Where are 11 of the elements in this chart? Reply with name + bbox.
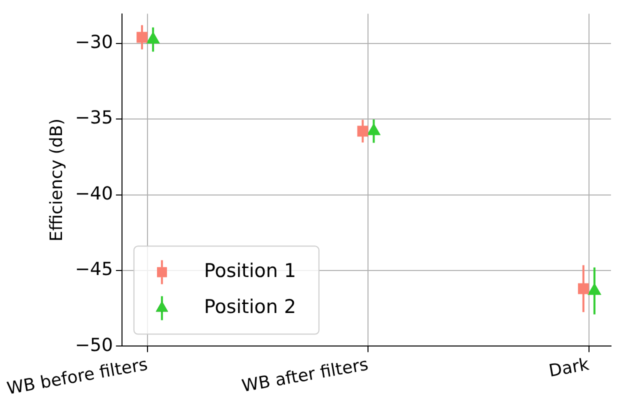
y-axis-title: Efficiency (dB) [47, 118, 68, 242]
y-tick-label: −30 [74, 32, 113, 53]
x-tick-label: WB after filters [240, 354, 370, 397]
legend-label: Position 2 [204, 296, 296, 318]
legend-label: Position 1 [204, 260, 296, 282]
x-tick-label: WB before filters [5, 354, 150, 400]
y-tick-label: −45 [74, 259, 113, 280]
y-tick-label: −35 [74, 108, 113, 129]
x-tick-label: Dark [547, 354, 591, 382]
y-tick-label: −40 [74, 183, 113, 204]
y-tick-label: −50 [74, 334, 113, 356]
